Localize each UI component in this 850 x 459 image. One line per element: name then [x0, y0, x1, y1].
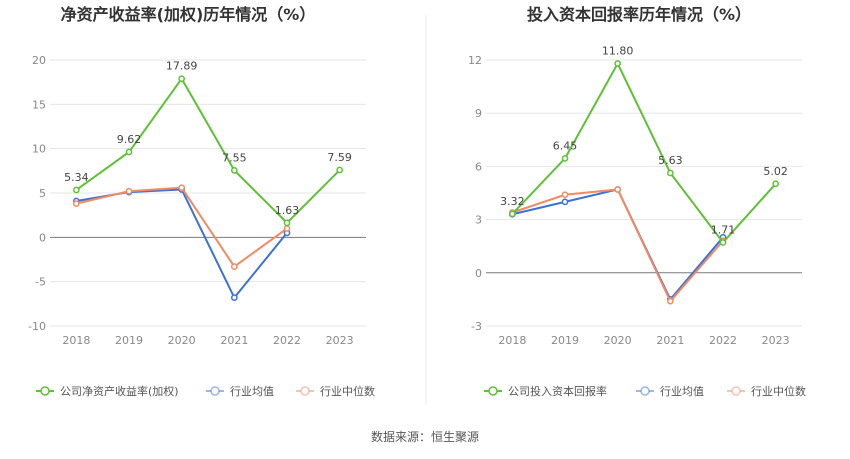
- data-point: [178, 75, 186, 83]
- y-tick-label: 20: [32, 54, 46, 67]
- y-tick-label: 0: [475, 267, 482, 280]
- legend-swatch-marker: [300, 386, 310, 396]
- series-line-1: [75, 76, 341, 225]
- chart-1: 净资产收益率(加权)历年情况（%） 20 15 10 5 0 -5 -10 2018 2019 20…: [28, 5, 375, 398]
- x-tick-label: 2020: [168, 334, 196, 347]
- data-point: [561, 191, 569, 199]
- y-tick-label: -5: [35, 276, 46, 289]
- x-tick-label: 2022: [709, 334, 737, 347]
- data-point: [178, 184, 186, 192]
- y-tick-label: -3: [471, 320, 482, 333]
- legend-label: 公司投入资本回报率: [508, 384, 607, 398]
- x-tick-label: 2021: [656, 334, 684, 347]
- data-point: [283, 219, 291, 227]
- legend-swatch-marker: [731, 386, 741, 396]
- data-label: 11.80: [602, 45, 634, 58]
- data-point: [72, 186, 80, 194]
- legend-label: 公司净资产收益率(加权): [60, 384, 179, 398]
- legend-swatch-marker: [210, 386, 220, 396]
- data-label: 7.55: [222, 151, 247, 164]
- data-point: [283, 225, 291, 232]
- series-line-1: [511, 61, 777, 245]
- data-point: [230, 263, 238, 270]
- legend-label: 行业中位数: [751, 384, 806, 398]
- y-tick-label: 10: [32, 143, 46, 156]
- data-point: [561, 155, 569, 162]
- y-tick-label: 15: [32, 98, 46, 111]
- data-point: [336, 166, 344, 174]
- chart-2: 投入资本回报率历年情况（%） 12 9 6 3 0 -3 2018 2019 2020 2021 20…: [468, 5, 806, 398]
- x-tick-label: 2018: [498, 334, 526, 347]
- y-tick-label: -10: [28, 320, 46, 333]
- legend-swatch-marker: [640, 386, 650, 396]
- data-point: [772, 180, 780, 188]
- data-label: 17.89: [166, 60, 198, 73]
- chart-title: 投入资本回报率历年情况（%）: [527, 5, 751, 24]
- y-tick-label: 3: [475, 214, 482, 227]
- data-point: [666, 169, 674, 177]
- data-point: [230, 167, 238, 174]
- data-point: [561, 198, 569, 206]
- data-point: [614, 186, 622, 193]
- data-point: [508, 210, 516, 218]
- y-tick-label: 6: [475, 160, 482, 173]
- legend-label: 行业中位数: [320, 384, 375, 398]
- data-label: 1.63: [275, 204, 300, 217]
- legend-swatch-marker: [40, 386, 50, 396]
- data-label: 5.02: [763, 165, 788, 178]
- data-label: 3.32: [500, 195, 525, 208]
- data-point: [125, 187, 133, 195]
- data-source-note: 数据来源：恒生聚源: [370, 430, 479, 444]
- chart-title: 净资产收益率(加权)历年情况（%）: [61, 5, 316, 24]
- x-tick-label: 2019: [115, 334, 143, 347]
- x-tick-label: 2022: [273, 334, 301, 347]
- x-tick-label: 2023: [762, 334, 790, 347]
- series-line-3: [76, 186, 288, 269]
- data-point: [72, 200, 80, 207]
- y-tick-label: 5: [39, 187, 46, 200]
- y-tick-label: 9: [475, 107, 482, 120]
- legend-label: 行业均值: [660, 385, 704, 398]
- data-point: [719, 239, 727, 246]
- data-point: [125, 148, 133, 156]
- x-tick-label: 2019: [551, 334, 579, 347]
- x-tick-label: 2020: [604, 334, 632, 347]
- data-label: 1.71: [711, 223, 736, 236]
- data-point: [230, 294, 238, 301]
- legend-label: 行业均值: [230, 385, 274, 398]
- data-label: 7.59: [327, 151, 352, 164]
- x-tick-label: 2021: [220, 334, 248, 347]
- data-label: 6.45: [553, 139, 578, 152]
- data-point: [614, 60, 622, 67]
- legend-swatch-marker: [488, 386, 498, 396]
- data-label: 9.62: [117, 133, 142, 146]
- x-tick-label: 2023: [326, 334, 354, 347]
- y-tick-label: 0: [39, 231, 46, 244]
- series-line-2: [512, 188, 724, 302]
- data-point: [666, 297, 674, 305]
- data-label: 5.63: [658, 154, 683, 167]
- data-label: 5.34: [64, 171, 89, 184]
- x-tick-label: 2018: [62, 334, 90, 347]
- y-tick-label: 12: [468, 54, 482, 67]
